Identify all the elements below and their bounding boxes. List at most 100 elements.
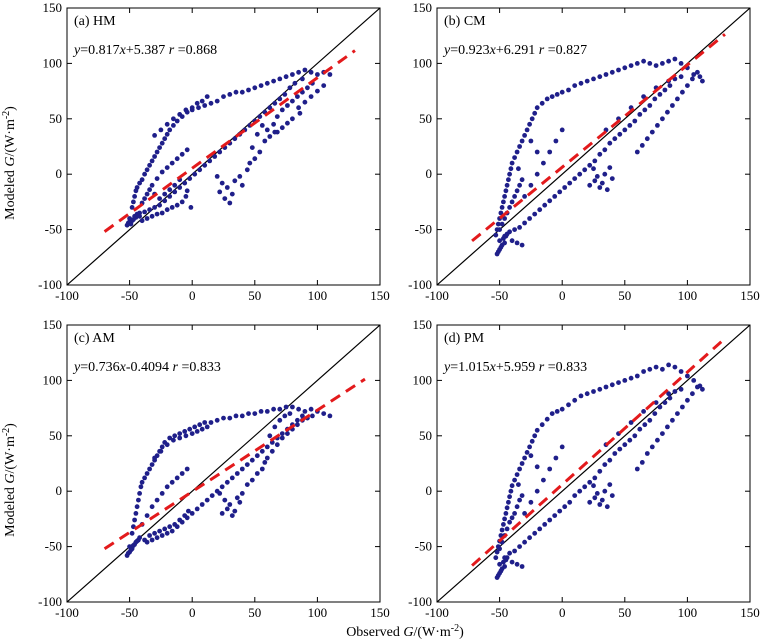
data-point <box>632 433 638 439</box>
x-tick-label: -100 <box>55 288 79 303</box>
data-point <box>144 513 150 518</box>
data-point <box>183 107 189 113</box>
data-point <box>587 499 593 505</box>
data-point <box>622 127 628 133</box>
data-point <box>172 189 178 195</box>
data-point <box>566 402 571 408</box>
data-point <box>169 528 175 534</box>
data-point <box>144 191 150 197</box>
data-point <box>529 438 535 444</box>
data-point <box>547 149 553 155</box>
data-point <box>672 389 678 394</box>
data-point <box>517 466 522 472</box>
data-point <box>167 435 173 441</box>
data-point <box>649 444 655 450</box>
data-point <box>283 404 289 410</box>
data-point <box>498 210 504 216</box>
data-point <box>604 187 610 193</box>
data-point <box>653 364 659 370</box>
data-point <box>310 413 315 419</box>
data-point <box>559 406 565 412</box>
data-point <box>296 406 301 412</box>
data-point <box>512 155 517 161</box>
regression-equation: y=0.817x+5.387 r =0.868 <box>72 43 217 58</box>
data-point <box>582 167 588 173</box>
data-point <box>271 78 276 84</box>
data-point <box>514 472 520 477</box>
data-point <box>142 171 148 177</box>
data-point <box>644 451 650 456</box>
data-point <box>267 433 273 439</box>
data-point <box>149 158 155 164</box>
data-point <box>227 200 233 206</box>
data-point <box>184 188 190 194</box>
x-tick-label: 50 <box>248 605 261 620</box>
data-point <box>136 497 141 503</box>
data-point <box>154 535 160 541</box>
data-point <box>517 144 522 149</box>
data-point <box>134 185 140 190</box>
data-point <box>272 100 278 106</box>
data-point <box>138 484 144 490</box>
data-point <box>234 471 240 476</box>
one-to-one-line <box>67 325 380 602</box>
data-point <box>152 455 158 461</box>
data-point <box>249 477 255 483</box>
data-point <box>287 85 293 91</box>
data-point <box>690 391 695 397</box>
data-point <box>602 488 608 494</box>
fit-line <box>103 49 356 233</box>
data-point <box>221 94 226 99</box>
data-point <box>657 92 663 97</box>
data-point <box>617 446 623 452</box>
data-point <box>592 158 598 164</box>
data-point <box>691 72 697 77</box>
y-tick-label: 50 <box>419 428 432 443</box>
data-point <box>528 138 534 144</box>
data-point <box>189 105 195 111</box>
data-point <box>162 198 168 204</box>
data-point <box>300 76 305 82</box>
data-point <box>214 98 220 104</box>
y-tick-label: 50 <box>49 428 62 443</box>
data-point <box>519 564 525 569</box>
data-point <box>184 147 190 153</box>
data-point <box>259 448 265 454</box>
data-point <box>541 160 546 166</box>
data-point <box>169 479 175 485</box>
data-point <box>517 225 522 230</box>
data-point <box>695 69 700 75</box>
data-point <box>199 426 205 432</box>
data-point <box>222 196 228 202</box>
data-point <box>149 504 155 510</box>
data-point <box>616 380 621 385</box>
y-tick-label: 150 <box>413 317 433 332</box>
data-point <box>549 411 555 416</box>
data-point <box>227 415 233 421</box>
data-point <box>252 85 258 91</box>
data-point <box>524 450 530 455</box>
data-point <box>144 471 150 476</box>
data-point <box>641 58 646 64</box>
data-point <box>189 511 195 516</box>
data-point <box>622 442 628 448</box>
data-point <box>279 125 285 131</box>
data-point <box>321 411 327 416</box>
data-point <box>584 78 590 84</box>
data-point <box>584 391 590 397</box>
data-point <box>534 171 540 177</box>
data-point <box>258 409 264 414</box>
data-point <box>519 461 525 466</box>
data-point <box>139 177 145 183</box>
data-point <box>164 165 170 171</box>
data-point <box>542 522 548 527</box>
data-point <box>264 409 270 414</box>
one-to-one-line <box>437 325 750 602</box>
data-point <box>188 205 194 210</box>
data-point <box>534 149 540 155</box>
data-point <box>522 194 527 199</box>
x-tick-label: 50 <box>618 288 631 303</box>
data-point <box>327 413 333 419</box>
data-point <box>675 411 680 416</box>
data-point <box>639 460 645 465</box>
